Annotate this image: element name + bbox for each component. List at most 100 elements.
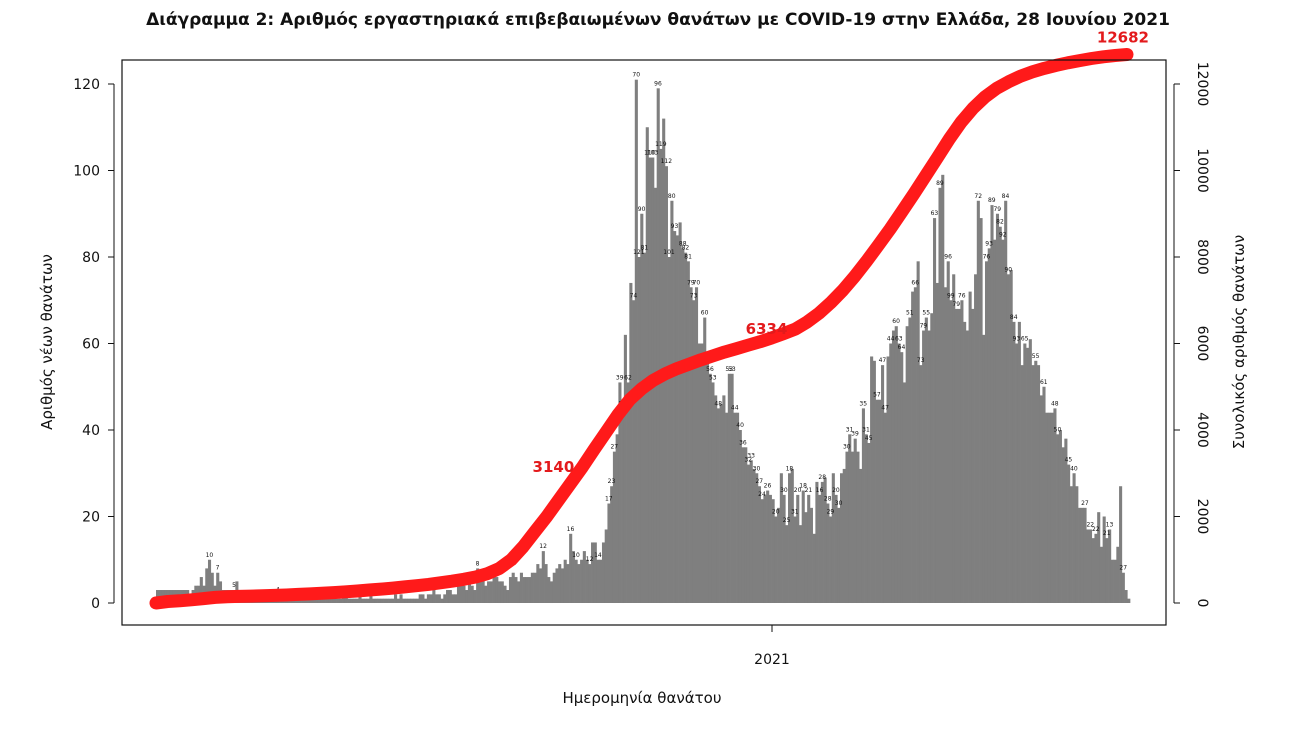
- bar: [935, 282, 939, 603]
- bar: [432, 590, 436, 603]
- bar: [842, 468, 846, 603]
- bar: [916, 261, 920, 603]
- bar: [632, 300, 636, 603]
- bar: [1072, 473, 1076, 603]
- bar: [965, 330, 969, 603]
- bar: [1086, 529, 1090, 603]
- bar: [968, 291, 972, 603]
- bar: [492, 577, 496, 603]
- bar-data-label: 5: [232, 582, 236, 589]
- bar: [558, 564, 562, 603]
- bar: [1127, 598, 1131, 603]
- bar: [569, 533, 573, 603]
- bar: [478, 577, 482, 603]
- bar: [366, 598, 370, 603]
- bar-data-label: 112: [661, 158, 673, 165]
- bar: [954, 308, 958, 603]
- bar: [607, 503, 611, 603]
- bar: [396, 598, 400, 603]
- bar: [1012, 321, 1016, 604]
- bar: [990, 205, 994, 603]
- bar: [1080, 507, 1084, 603]
- bar: [591, 542, 595, 603]
- bar-data-label: 21: [1103, 530, 1111, 537]
- bar: [216, 572, 220, 603]
- bar-data-label: 20: [772, 509, 780, 516]
- bar: [815, 481, 819, 603]
- bar: [599, 559, 603, 603]
- bar-data-label: 30: [753, 465, 761, 472]
- bar: [749, 460, 753, 603]
- bar-data-label: 73: [690, 292, 698, 299]
- bar: [872, 360, 876, 603]
- bar: [385, 598, 389, 603]
- bar-data-label: 57: [873, 392, 881, 399]
- bar: [621, 408, 625, 604]
- bar: [462, 585, 466, 603]
- bar: [788, 473, 792, 603]
- bar: [1083, 507, 1087, 603]
- bar-data-label: 74: [630, 292, 638, 299]
- bar-data-label: 81: [684, 253, 692, 260]
- bar: [596, 559, 600, 603]
- bar: [1001, 239, 1005, 603]
- bar: [867, 442, 871, 603]
- bar: [870, 356, 874, 603]
- bar: [525, 577, 529, 603]
- bar: [897, 343, 901, 603]
- bar: [716, 408, 720, 604]
- bar: [793, 516, 797, 603]
- bar: [476, 568, 480, 603]
- bar-data-label: 21: [805, 487, 813, 494]
- bar-data-label: 90: [638, 206, 646, 213]
- bar: [361, 598, 365, 603]
- bar-data-label: 48: [1051, 400, 1059, 407]
- bar: [560, 568, 565, 603]
- bar: [777, 507, 781, 603]
- bar: [692, 300, 696, 603]
- bar: [801, 490, 805, 603]
- bar: [1056, 434, 1060, 603]
- bar-data-label: 79: [920, 323, 928, 330]
- bar-data-label: 24: [758, 491, 766, 498]
- bar: [782, 494, 786, 604]
- bar: [1017, 321, 1021, 604]
- left-y-tick-label: 20: [82, 510, 100, 526]
- bar: [760, 499, 764, 603]
- bar: [421, 594, 425, 603]
- right-y-tick-label: 0: [1194, 599, 1210, 608]
- bar: [495, 577, 499, 603]
- bar-data-label: 18: [799, 483, 807, 490]
- bar-data-label: 13: [1106, 522, 1114, 529]
- bar-data-label: 88: [679, 240, 687, 247]
- bar: [1015, 343, 1019, 603]
- bar: [372, 598, 376, 603]
- bar-data-label: 101: [663, 249, 675, 256]
- bar: [355, 598, 359, 603]
- bar: [413, 598, 417, 603]
- bar: [391, 598, 395, 603]
- bar: [549, 581, 554, 604]
- bar: [1034, 360, 1038, 603]
- cumulative-line-layer: [149, 48, 1134, 610]
- bar: [1078, 507, 1082, 603]
- bar-data-label: 53: [728, 366, 736, 373]
- bar: [998, 226, 1002, 604]
- bar: [593, 542, 597, 603]
- bar: [755, 473, 759, 603]
- bar-data-label: 30: [843, 444, 851, 451]
- bar: [686, 261, 690, 603]
- bar: [771, 499, 775, 603]
- bar: [853, 438, 857, 603]
- bar-data-label: 30: [835, 500, 843, 507]
- bar: [410, 598, 414, 603]
- axes-layer: 0 20 40 60 80 100 120 0 2000 4000 6000 8000 10000 120…: [38, 59, 1248, 707]
- cumulative-label: 12682: [1097, 29, 1149, 47]
- bar: [938, 187, 942, 604]
- bar: [993, 239, 997, 603]
- bar-data-label: 47: [879, 357, 887, 364]
- bar: [533, 572, 537, 603]
- bar-data-label: 63: [931, 210, 939, 217]
- bar: [818, 494, 822, 604]
